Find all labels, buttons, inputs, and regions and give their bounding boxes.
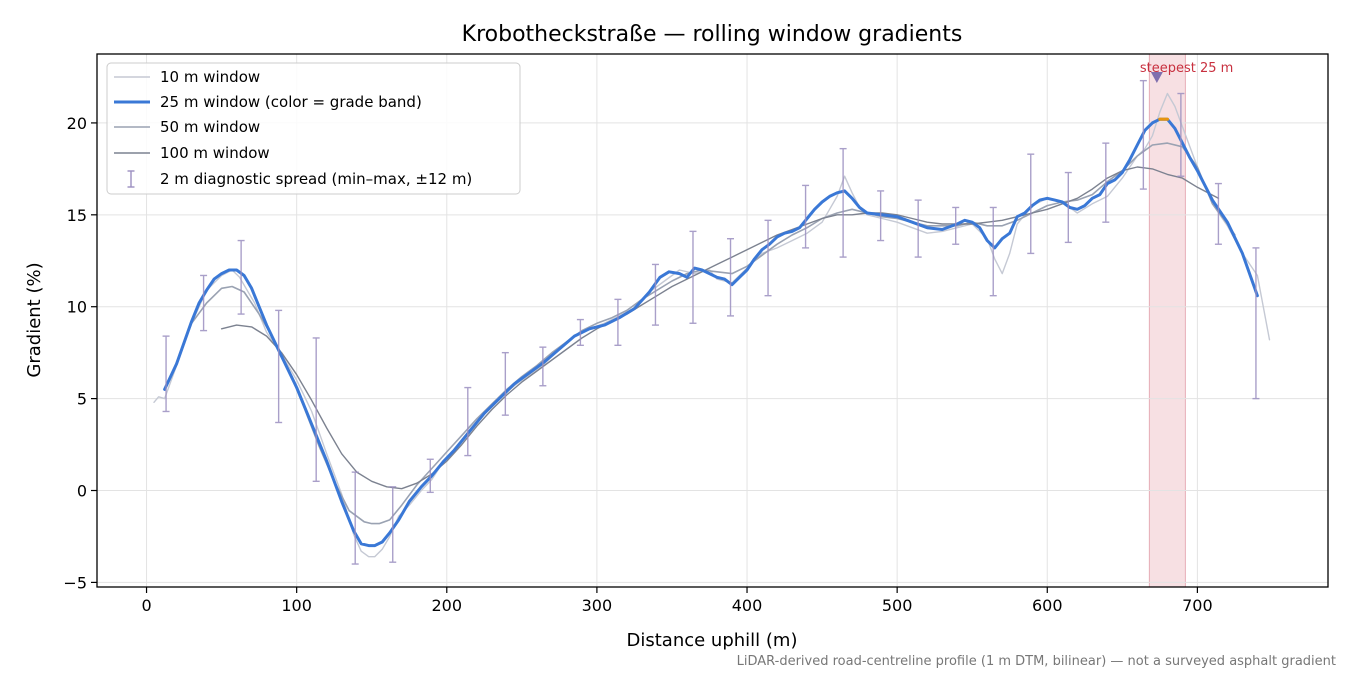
- error-bar: [1139, 79, 1147, 190]
- error-bar: [1064, 171, 1072, 244]
- steepest-marker-triangle: [1150, 71, 1163, 83]
- error-bar: [1102, 142, 1110, 223]
- x-tick-label: 300: [582, 596, 613, 615]
- plot-area-frame: [96, 53, 1329, 588]
- error-bar: [727, 238, 735, 317]
- y-tick-label: 15: [67, 206, 87, 225]
- error-bar: [1027, 153, 1035, 255]
- error-bar: [914, 199, 922, 258]
- error-bar: [351, 471, 359, 565]
- legend-label-error-bars: 2 m diagnostic spread (min–max, ±12 m): [160, 170, 472, 188]
- error-bar: [200, 274, 208, 332]
- error-bar: [839, 147, 847, 258]
- x-axis-label: Distance uphill (m): [627, 630, 798, 651]
- legend-box: [106, 62, 521, 195]
- steepest-highlight: [1148, 53, 1186, 588]
- error-bar: [802, 184, 810, 249]
- error-bar: [464, 386, 472, 457]
- error-bar: [539, 346, 547, 387]
- error-bar: [764, 219, 772, 297]
- y-tick-label: 20: [67, 114, 87, 133]
- series-line-2: [163, 117, 1259, 548]
- error-bar: [1214, 182, 1222, 245]
- series-lines: [153, 92, 1271, 558]
- legend-label-2: 25 m window (color = grade band): [160, 93, 422, 111]
- steepest-band: [1148, 53, 1186, 588]
- x-tick-label: 100: [281, 596, 312, 615]
- error-bar: [237, 239, 245, 315]
- series-line-4: [220, 166, 1220, 490]
- y-tick-label: 5: [77, 390, 87, 409]
- x-tick-label: 0: [141, 596, 151, 615]
- error-bar: [389, 486, 397, 563]
- x-tick-label: 600: [1032, 596, 1063, 615]
- x-tick-label: 700: [1182, 596, 1213, 615]
- error-bar: [1252, 247, 1260, 400]
- error-bar: [426, 458, 434, 494]
- error-bar: [689, 230, 697, 324]
- axis-ticks: 0 100 200 300 400 500 600 700 −5 0 5 10 15 20: [63, 114, 1212, 615]
- legend-label-1: 10 m window: [160, 68, 260, 86]
- error-bar: [614, 298, 622, 347]
- error-bar: [877, 190, 885, 242]
- y-tick-label: 10: [67, 298, 87, 317]
- legend-label-3: 50 m window: [160, 118, 260, 136]
- error-bar: [312, 337, 320, 483]
- chart-title: Krobotheckstraße — rolling window gradie…: [462, 22, 963, 47]
- x-tick-label: 200: [432, 596, 463, 615]
- error-bar: [162, 335, 170, 413]
- y-tick-label: −5: [63, 573, 87, 592]
- error-bar: [1177, 92, 1185, 177]
- x-tick-label: 500: [882, 596, 913, 615]
- steepest-marker: steepest 25 m: [1140, 61, 1233, 83]
- error-bar: [275, 309, 283, 424]
- legend: 10 m window 25 m window (color = grade ba…: [106, 62, 521, 195]
- error-bar: [651, 263, 659, 326]
- steepest-label: steepest 25 m: [1140, 61, 1233, 76]
- error-bar: [989, 206, 997, 297]
- error-bar: [501, 351, 509, 416]
- footnote: LiDAR-derived road-centreline profile (1…: [737, 654, 1336, 669]
- x-tick-label: 400: [732, 596, 763, 615]
- y-tick-label: 0: [77, 482, 87, 501]
- diagnostic-error-bars: [162, 79, 1260, 565]
- error-bar: [952, 206, 960, 245]
- legend-label-4: 100 m window: [160, 144, 270, 162]
- y-axis-label: Gradient (%): [24, 262, 45, 377]
- error-bar: [576, 318, 584, 347]
